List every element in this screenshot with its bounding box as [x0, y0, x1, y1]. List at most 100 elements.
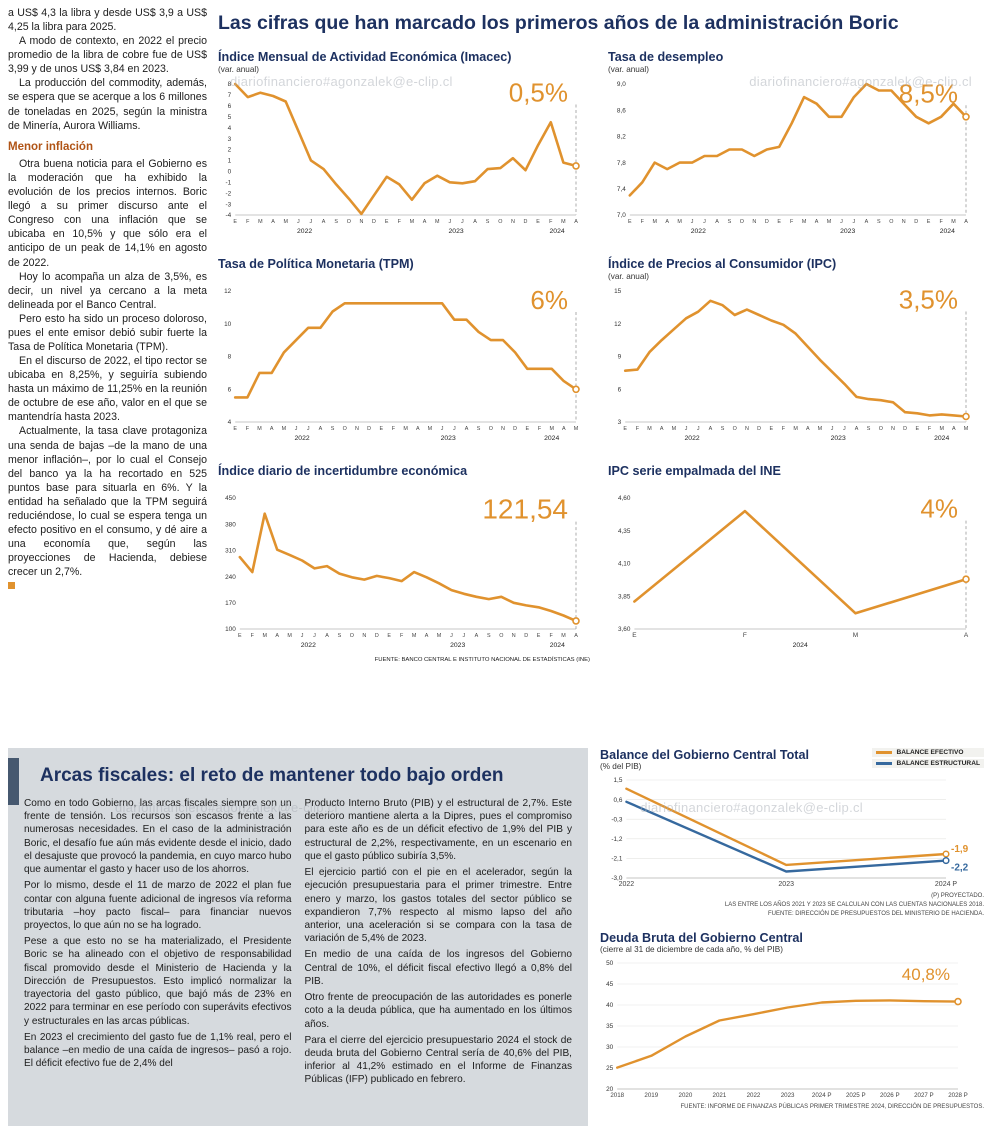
bottom-charts: Balance del Gobierno Central Total (% de… — [600, 748, 984, 1124]
svg-text:J: J — [307, 426, 310, 432]
svg-text:9,0: 9,0 — [617, 81, 626, 88]
svg-text:8: 8 — [228, 81, 232, 88]
svg-text:J: J — [691, 219, 694, 225]
svg-text:2024: 2024 — [550, 228, 565, 235]
svg-text:1,5: 1,5 — [614, 777, 623, 784]
svg-text:8,6: 8,6 — [617, 107, 626, 114]
svg-text:F: F — [251, 633, 255, 639]
svg-text:J: J — [461, 219, 464, 225]
chart-card-balance: Balance del Gobierno Central Total (% de… — [600, 748, 984, 919]
svg-text:2020: 2020 — [679, 1092, 693, 1099]
svg-text:A: A — [815, 219, 819, 225]
svg-text:12: 12 — [224, 288, 232, 295]
svg-text:O: O — [498, 219, 502, 225]
svg-text:50: 50 — [606, 960, 614, 967]
svg-text:E: E — [233, 219, 237, 225]
svg-text:D: D — [375, 633, 379, 639]
svg-text:A: A — [465, 426, 469, 432]
svg-text:N: N — [902, 219, 906, 225]
fiscal-column-2: Producto Interno Bruto (PIB) y el estruc… — [305, 797, 573, 1090]
svg-text:2022: 2022 — [301, 642, 316, 649]
svg-text:N: N — [359, 219, 363, 225]
svg-text:O: O — [489, 426, 493, 432]
svg-text:4%: 4% — [920, 494, 958, 524]
svg-text:E: E — [927, 219, 931, 225]
svg-text:M: M — [257, 426, 262, 432]
svg-text:J: J — [441, 426, 444, 432]
svg-text:S: S — [721, 426, 725, 432]
svg-text:15: 15 — [614, 288, 622, 295]
svg-text:E: E — [233, 426, 237, 432]
svg-text:2022: 2022 — [685, 435, 700, 442]
svg-text:3,85: 3,85 — [618, 593, 631, 600]
svg-text:-2,2: -2,2 — [951, 863, 969, 874]
svg-text:2018: 2018 — [610, 1092, 624, 1099]
svg-text:-1,9: -1,9 — [951, 844, 969, 855]
svg-text:45: 45 — [606, 981, 614, 988]
fiscal-columns: Como en todo Gobierno, las arcas fiscale… — [8, 797, 588, 1090]
svg-text:J: J — [310, 219, 313, 225]
fiscal-title: Arcas fiscales: el reto de mantener todo… — [40, 765, 504, 786]
svg-text:J: J — [853, 219, 856, 225]
copper-inflation-article: a US$ 4,3 la libra y desde US$ 3,9 a US$… — [8, 6, 207, 593]
article-subhead: Menor inflación — [8, 140, 93, 153]
svg-text:-2,1: -2,1 — [611, 856, 622, 863]
svg-text:3: 3 — [618, 419, 622, 426]
svg-text:9: 9 — [618, 354, 622, 361]
svg-text:N: N — [752, 219, 756, 225]
svg-text:J: J — [463, 633, 466, 639]
svg-text:2025 P: 2025 P — [846, 1092, 866, 1099]
svg-text:S: S — [338, 633, 342, 639]
svg-text:D: D — [367, 426, 371, 432]
svg-text:2019: 2019 — [644, 1092, 658, 1099]
svg-text:O: O — [499, 633, 503, 639]
svg-text:2027 P: 2027 P — [914, 1092, 934, 1099]
svg-text:E: E — [536, 219, 540, 225]
svg-text:D: D — [513, 426, 517, 432]
chart-subtitle-incertidumbre — [218, 479, 590, 490]
chart-subtitle-tpm — [218, 272, 590, 283]
chart-card-ipc-ine: IPC serie empalmada del INE 4,60 4,35 4,10… — [608, 464, 980, 663]
svg-text:A: A — [665, 219, 669, 225]
svg-text:F: F — [400, 633, 404, 639]
svg-text:121,54: 121,54 — [482, 494, 568, 525]
svg-text:O: O — [740, 219, 744, 225]
fiscal-article-panel: Arcas fiscales: el reto de mantener todo… — [8, 748, 588, 1126]
svg-text:S: S — [867, 426, 871, 432]
svg-text:4,35: 4,35 — [618, 528, 631, 535]
svg-text:2023: 2023 — [840, 228, 855, 235]
svg-text:D: D — [914, 219, 918, 225]
svg-text:3,60: 3,60 — [618, 626, 631, 633]
svg-text:4,60: 4,60 — [618, 495, 631, 502]
svg-text:A: A — [964, 632, 969, 639]
svg-text:M: M — [939, 426, 944, 432]
svg-text:J: J — [685, 426, 688, 432]
paragraph: Por lo mismo, desde el 11 de marzo de 20… — [24, 880, 292, 931]
svg-text:E: E — [915, 426, 919, 432]
chart-title-desempleo: Tasa de desempleo — [608, 50, 724, 64]
svg-text:2: 2 — [228, 147, 232, 154]
svg-text:D: D — [765, 219, 769, 225]
svg-text:N: N — [501, 426, 505, 432]
svg-text:A: A — [325, 633, 329, 639]
svg-text:170: 170 — [225, 600, 236, 607]
svg-text:E: E — [632, 632, 637, 639]
chart-title-ipc-ine: IPC serie empalmada del INE — [608, 464, 781, 478]
paragraph: Hoy lo acompaña un alza de 3,5%, es deci… — [8, 270, 207, 311]
svg-text:M: M — [435, 219, 440, 225]
svg-text:2023: 2023 — [778, 881, 794, 888]
svg-text:100: 100 — [225, 626, 236, 633]
svg-text:J: J — [297, 219, 300, 225]
svg-text:8,5%: 8,5% — [899, 78, 958, 108]
legend-swatch-icon — [876, 751, 893, 754]
svg-text:A: A — [574, 633, 578, 639]
svg-text:M: M — [561, 633, 566, 639]
svg-text:1: 1 — [228, 158, 232, 165]
svg-text:J: J — [843, 426, 846, 432]
svg-text:A: A — [475, 633, 479, 639]
chart-title-imacec: Índice Mensual de Actividad Económica (I… — [218, 50, 512, 64]
svg-text:M: M — [428, 426, 433, 432]
svg-text:4: 4 — [228, 419, 232, 426]
svg-text:6: 6 — [228, 103, 232, 110]
svg-text:7: 7 — [228, 92, 232, 99]
